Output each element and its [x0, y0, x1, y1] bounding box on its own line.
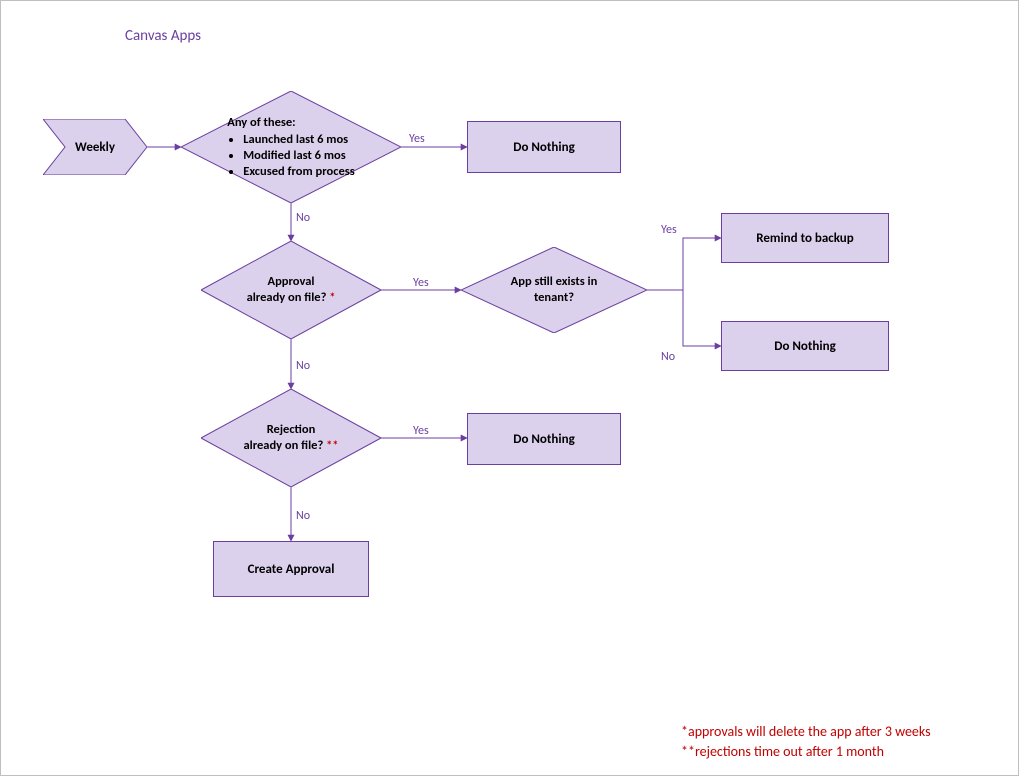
- edge-label-d1-yes: Yes: [409, 132, 425, 146]
- edge-d3-r3: [647, 290, 721, 346]
- node-r4-label: Do Nothing: [513, 432, 575, 447]
- edge-label-d3-yes: Yes: [661, 223, 677, 237]
- node-r1: Do Nothing: [467, 121, 621, 173]
- flowchart-canvas: Canvas Apps Weekly An: [0, 0, 1019, 776]
- node-d4-label: Rejection already on file? **: [201, 389, 381, 487]
- footnote-2: **rejections time out after 1 month: [681, 743, 884, 760]
- node-d2-label: Approval already on file? *: [201, 241, 381, 339]
- edge-label-d1-no: No: [296, 211, 310, 225]
- node-start: Weekly: [43, 119, 147, 175]
- edge-label-d3-no: No: [661, 350, 675, 364]
- edge-label-d4-no: No: [296, 509, 310, 523]
- node-d2: Approval already on file? *: [201, 241, 381, 339]
- node-r4: Do Nothing: [467, 413, 621, 465]
- edge-label-d2-no: No: [296, 359, 310, 373]
- node-r1-label: Do Nothing: [513, 140, 575, 155]
- node-r2: Remind to backup: [721, 213, 889, 263]
- node-start-label: Weekly: [43, 119, 147, 175]
- edge-d3-r2: [647, 238, 721, 290]
- node-r5-label: Create Approval: [248, 562, 335, 577]
- node-d1: Any of these: Launched last 6 mos Modifi…: [181, 91, 401, 203]
- connectors-layer: [1, 1, 1019, 777]
- node-d4: Rejection already on file? **: [201, 389, 381, 487]
- node-d3: App still exists in tenant?: [461, 247, 647, 333]
- node-r3: Do Nothing: [721, 321, 889, 371]
- footnote-1: *approvals will delete the app after 3 w…: [681, 723, 931, 740]
- node-r3-label: Do Nothing: [774, 339, 836, 354]
- node-r5: Create Approval: [213, 541, 369, 597]
- edge-label-d2-yes: Yes: [413, 276, 429, 290]
- node-d1-label: Any of these: Launched last 6 mos Modifi…: [181, 91, 401, 203]
- node-r2-label: Remind to backup: [756, 231, 854, 246]
- page-title: Canvas Apps: [125, 27, 201, 45]
- node-d3-label: App still exists in tenant?: [461, 247, 647, 333]
- edge-label-d4-yes: Yes: [413, 424, 429, 438]
